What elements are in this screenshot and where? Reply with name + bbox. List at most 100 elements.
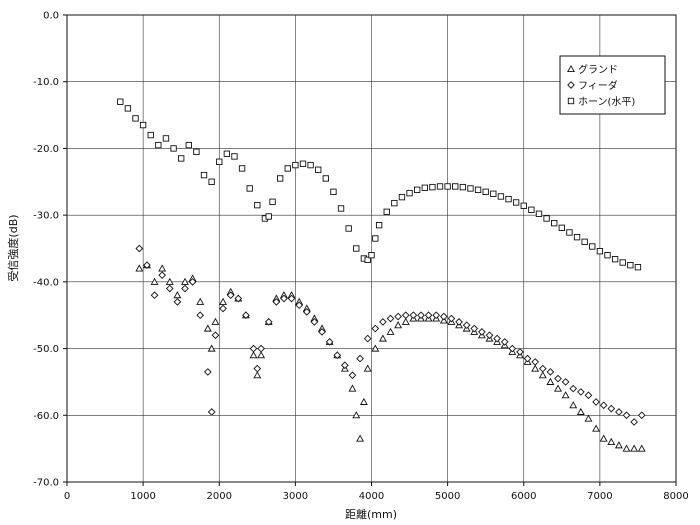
point-horn bbox=[512, 199, 520, 206]
x-tick-label: 7000 bbox=[587, 491, 612, 502]
point-horn bbox=[200, 171, 208, 179]
point-feeder bbox=[561, 378, 570, 386]
point-horn bbox=[368, 252, 375, 259]
point-horn bbox=[364, 256, 371, 264]
point-horn bbox=[162, 135, 170, 142]
x-tick-label: 1000 bbox=[130, 491, 155, 502]
point-feeder bbox=[348, 371, 357, 380]
y-tick-label: -30.0 bbox=[33, 211, 59, 222]
point-horn bbox=[452, 183, 459, 190]
point-horn bbox=[383, 208, 390, 215]
point-feeder bbox=[310, 318, 319, 326]
point-feeder bbox=[516, 348, 524, 356]
point-feeder bbox=[242, 311, 250, 320]
point-horn bbox=[391, 199, 398, 207]
point-horn bbox=[619, 259, 626, 266]
point-feeder bbox=[508, 344, 517, 353]
point-horn bbox=[223, 150, 231, 157]
point-feeder bbox=[615, 408, 623, 416]
point-horn bbox=[490, 190, 497, 197]
point-ground bbox=[249, 351, 258, 359]
point-feeder bbox=[341, 361, 349, 370]
point-feeder bbox=[203, 368, 212, 376]
point-horn bbox=[398, 193, 406, 201]
point-feeder bbox=[280, 294, 288, 303]
point-horn bbox=[558, 224, 565, 231]
point-horn bbox=[566, 229, 573, 236]
point-ground bbox=[538, 371, 547, 379]
point-horn bbox=[634, 264, 642, 271]
point-horn bbox=[307, 161, 314, 169]
point-horn bbox=[604, 252, 611, 259]
point-ground bbox=[207, 344, 216, 352]
point-feeder bbox=[302, 308, 311, 316]
point-horn bbox=[155, 141, 162, 149]
point-feeder bbox=[523, 354, 532, 363]
point-feeder bbox=[333, 351, 342, 360]
y-axis-title: 受信強度(dB) bbox=[6, 214, 20, 281]
point-feeder bbox=[470, 324, 479, 333]
y-tick-label: -50.0 bbox=[33, 344, 59, 355]
point-feeder bbox=[363, 334, 372, 343]
point-feeder bbox=[432, 311, 441, 320]
point-horn bbox=[193, 148, 200, 155]
point-feeder bbox=[264, 318, 273, 326]
point-horn bbox=[627, 262, 634, 269]
point-horn bbox=[436, 183, 444, 190]
point-feeder bbox=[622, 411, 631, 420]
point-feeder bbox=[531, 358, 540, 366]
point-horn bbox=[372, 235, 379, 242]
x-tick-label: 0 bbox=[64, 491, 70, 502]
point-ground bbox=[394, 321, 403, 329]
x-tick-label: 8000 bbox=[663, 491, 688, 502]
point-horn bbox=[497, 193, 505, 200]
point-feeder bbox=[577, 388, 585, 396]
point-horn bbox=[208, 178, 215, 185]
point-feeder bbox=[569, 384, 578, 393]
point-feeder bbox=[607, 404, 616, 413]
point-feeder bbox=[599, 401, 608, 410]
point-horn bbox=[147, 131, 154, 139]
point-feeder bbox=[249, 344, 258, 353]
series-2 bbox=[135, 244, 646, 426]
point-ground bbox=[622, 444, 631, 452]
point-feeder bbox=[219, 304, 227, 313]
point-ground bbox=[531, 364, 540, 372]
x-tick-label: 4000 bbox=[359, 491, 384, 502]
point-ground bbox=[569, 401, 578, 409]
point-feeder bbox=[401, 311, 410, 320]
point-ground bbox=[356, 434, 365, 442]
point-ground bbox=[165, 277, 174, 285]
point-horn bbox=[117, 98, 124, 105]
point-feeder bbox=[493, 334, 501, 343]
point-feeder bbox=[379, 318, 387, 326]
point-ground bbox=[378, 334, 387, 342]
point-ground bbox=[371, 344, 380, 352]
point-horn bbox=[535, 210, 543, 217]
x-axis-title: 距離(mm) bbox=[345, 507, 397, 521]
point-feeder bbox=[158, 271, 166, 280]
point-feeder bbox=[538, 364, 547, 373]
point-feeder bbox=[181, 284, 189, 293]
point-feeder bbox=[584, 391, 593, 400]
legend-marker-ground bbox=[567, 64, 575, 73]
point-horn bbox=[238, 165, 246, 172]
series-3 bbox=[117, 98, 642, 271]
legend-label-feeder: フィーダ bbox=[578, 79, 618, 92]
point-feeder bbox=[417, 311, 425, 320]
point-horn bbox=[246, 185, 253, 192]
point-horn bbox=[276, 175, 284, 182]
point-horn bbox=[322, 175, 329, 182]
point-feeder bbox=[371, 324, 380, 333]
data-series bbox=[117, 98, 646, 452]
point-ground bbox=[386, 327, 395, 335]
legend-label-horn: ホーン(水平) bbox=[578, 96, 635, 108]
point-feeder bbox=[637, 411, 646, 420]
point-ground bbox=[363, 364, 372, 372]
point-horn bbox=[139, 121, 147, 129]
y-tick-label: -40.0 bbox=[33, 277, 59, 288]
point-feeder bbox=[500, 338, 509, 346]
point-ground bbox=[219, 297, 228, 305]
point-feeder bbox=[295, 301, 304, 310]
point-ground bbox=[348, 384, 357, 392]
